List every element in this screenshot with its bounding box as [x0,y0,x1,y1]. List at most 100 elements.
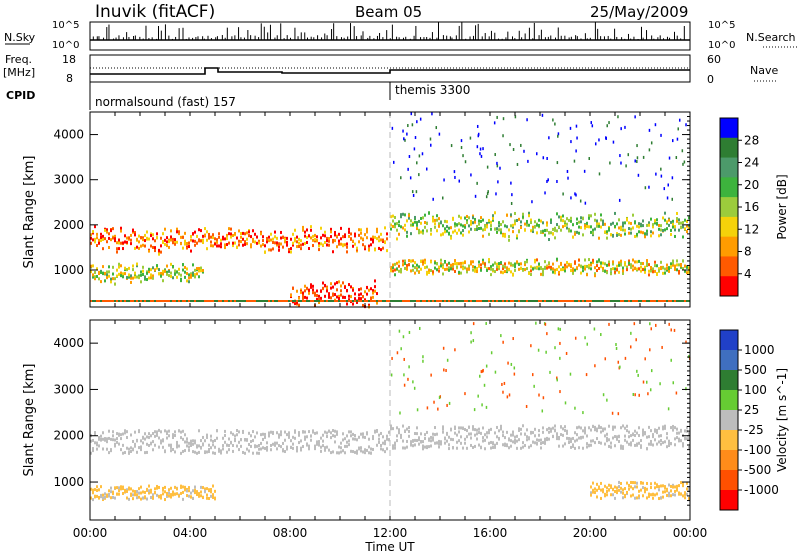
velocity-cell [438,445,440,449]
velocity-cell [388,438,390,442]
velocity-cell [514,441,516,445]
velocity-cell [370,451,372,455]
power-cell [186,267,188,271]
velocity-cell [628,442,630,446]
power-cell [660,233,662,237]
velocity-cell [456,446,458,450]
power-cell [486,225,488,229]
power-cell [392,269,394,273]
power-cell [186,279,188,283]
power-cell [274,230,276,234]
velocity-cell [348,430,350,434]
power-cell [300,243,302,247]
velocity-cell [400,433,402,437]
velocity-cell [538,429,540,433]
power-cell [528,300,530,302]
power-cell [110,280,112,284]
velocity-cell [364,448,366,452]
velocity-cell [624,495,626,499]
velocity-cell [422,444,424,448]
power-cell [326,300,328,302]
velocity-cell [96,443,98,447]
velocity-cell [614,485,616,489]
power-cell [544,191,546,195]
velocity-cell [670,484,672,488]
power-cell [624,261,626,265]
power-cell [436,300,438,302]
power-cell [396,300,398,302]
power-cell [672,259,674,263]
velocity-cell [618,439,620,443]
power-cell [128,273,130,277]
velocity-cell [154,430,156,434]
power-cell [672,300,674,302]
power-cell [578,258,580,262]
velocity-cell [294,430,296,434]
power-cell [460,146,463,150]
power-cell [278,248,280,252]
power-cell [242,231,244,235]
velocity-cell [470,331,472,335]
power-cell [278,242,280,246]
power-cell [176,270,178,274]
velocity-cell [294,436,296,440]
velocity-cell [218,447,220,451]
power-cell [314,300,316,302]
power-cell [605,136,607,140]
power-cell [566,261,568,265]
power-cell [644,235,646,239]
velocity-cell [236,429,238,433]
velocity-cell [172,436,174,440]
power-cell [542,267,544,271]
power-cell [340,284,342,288]
power-cell [134,231,136,235]
power-cell [308,300,310,302]
velocity-cell [604,434,606,438]
power-cell [398,220,400,224]
velocity-cell [198,444,200,448]
velocity-cell [112,492,114,496]
power-cell [622,300,624,302]
velocity-cell [540,441,542,445]
power-cell [166,244,168,248]
velocity-cell [336,432,338,436]
power-cell [514,222,516,226]
velocity-cell [258,443,260,447]
velocity-cell [170,495,172,499]
colorbar-tick-label: 1000 [744,343,775,357]
velocity-cell [422,440,424,444]
power-cell [318,294,320,298]
power-cell [548,238,550,242]
velocity-cell [160,439,162,443]
power-cell [214,300,216,302]
power-colorbar-swatches [720,118,738,297]
velocity-cell [654,493,656,497]
power-cell [296,245,298,249]
power-cell [490,267,492,271]
power-cell [600,300,602,302]
power-cell [432,216,434,220]
velocity-cell [586,434,588,438]
velocity-cell [154,491,156,495]
power-cell [202,234,204,238]
velocity-cell [276,431,278,435]
power-cell [624,125,626,129]
power-cell [320,226,322,230]
power-cell [198,266,200,270]
power-cell [406,132,408,136]
power-cell [118,247,120,251]
power-cell [618,261,620,265]
power-cell [602,266,604,270]
velocity-cell [226,450,228,454]
velocity-cell [210,434,212,438]
power-cell [538,262,540,266]
velocity-cell [112,430,114,434]
velocity-cell [433,400,435,404]
power-cell [372,300,374,302]
velocity-cell [398,431,400,435]
power-cell [132,229,134,233]
velocity-cell [443,368,445,372]
power-cell [660,133,662,137]
power-cell [146,271,148,275]
power-cell [634,115,636,119]
